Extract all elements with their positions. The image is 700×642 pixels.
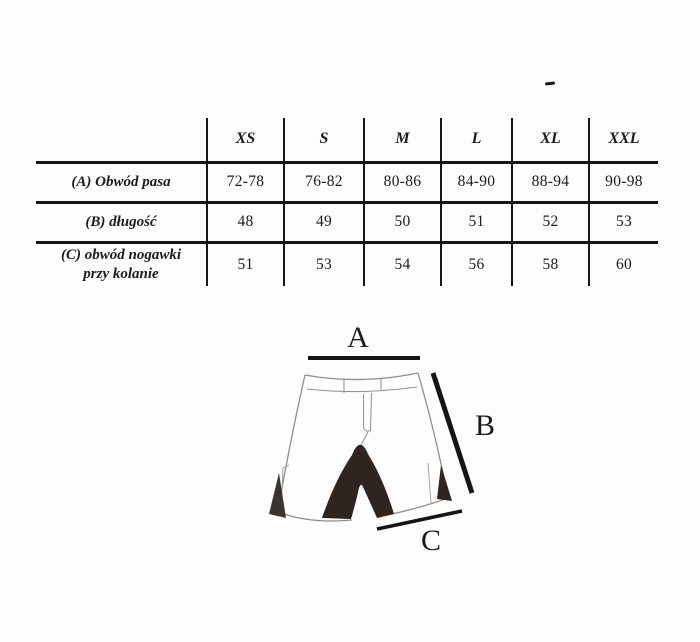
size-header-m: M: [363, 118, 441, 164]
size-chart-table: XS S M L XL XXL (A) Obwód pasa 72-78 76-…: [36, 118, 658, 286]
value-cell: 54: [363, 242, 441, 286]
size-header-row: XS S M L XL XXL: [36, 118, 658, 164]
corner-cell: [36, 118, 207, 164]
measure-label-c: C: [421, 524, 441, 557]
value-cell: 84-90: [440, 162, 512, 204]
value-cell: 76-82: [283, 162, 364, 204]
table-row-length: (B) długość 48 49 50 51 52 53: [36, 202, 658, 244]
value-cell: 90-98: [588, 162, 658, 204]
value-cell: 72-78: [206, 162, 284, 204]
size-header-s: S: [283, 118, 364, 164]
value-cell: 50: [363, 202, 441, 244]
measure-label-b: B: [475, 409, 495, 442]
size-header-xxl: XXL: [588, 118, 658, 164]
measure-c-line: [376, 509, 463, 531]
value-cell: 80-86: [363, 162, 441, 204]
value-cell: 48: [206, 202, 284, 244]
size-header-xs: XS: [206, 118, 284, 164]
table-row-waist: (A) Obwód pasa 72-78 76-82 80-86 84-90 8…: [36, 162, 658, 204]
table-row-leg-opening: (C) obwód nogawki przy kolanie 51 53 54 …: [36, 242, 658, 286]
row-label-waist: (A) Obwód pasa: [36, 162, 207, 204]
crotch-panel: [322, 444, 394, 519]
size-header-l: L: [440, 118, 512, 164]
side-accent-right: [437, 465, 452, 501]
shorts-diagram-svg: A B C: [269, 321, 495, 557]
shorts-outline: [277, 372, 449, 522]
value-cell: 88-94: [511, 162, 589, 204]
value-cell: 52: [511, 202, 589, 244]
shorts-diagram: A B C: [240, 320, 510, 580]
row-label-leg-opening: (C) obwód nogawki przy kolanie: [36, 242, 207, 286]
value-cell: 58: [511, 242, 589, 286]
row-label-length: (B) długość: [36, 202, 207, 244]
row-label-line2: przy kolanie: [83, 265, 159, 282]
row-label-line1: (C) obwód nogawki: [60, 247, 181, 263]
value-cell: 51: [440, 202, 512, 244]
value-cell: 53: [283, 242, 364, 286]
dash-mark: [544, 81, 556, 86]
value-cell: 60: [588, 242, 658, 286]
value-cell: 53: [588, 202, 658, 244]
value-cell: 49: [283, 202, 364, 244]
measure-b-line: [430, 372, 475, 494]
value-cell: 51: [206, 242, 284, 286]
size-header-xl: XL: [511, 118, 589, 164]
value-cell: 56: [440, 242, 512, 286]
side-accent-left: [269, 473, 286, 518]
measure-label-a: A: [347, 321, 369, 354]
